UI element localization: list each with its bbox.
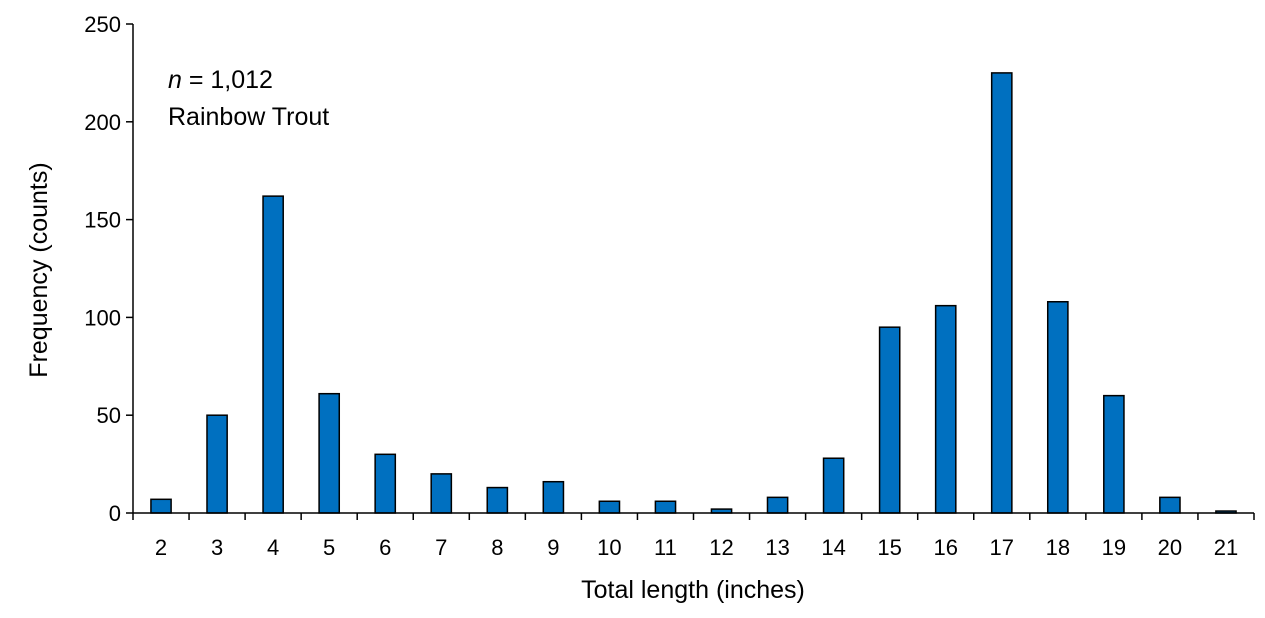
bar <box>598 500 621 514</box>
x-tick-label: 18 <box>1046 535 1070 560</box>
bar <box>822 457 845 514</box>
bar <box>934 304 957 514</box>
bar <box>766 496 789 514</box>
y-axis-ticks: 0 50 100 150 200 250 <box>84 12 133 526</box>
y-tick-label: 50 <box>97 403 121 428</box>
x-tick-label: 20 <box>1158 535 1182 560</box>
bar <box>1159 496 1181 514</box>
x-tick-label: 3 <box>211 535 223 560</box>
x-tick-label: 9 <box>547 535 559 560</box>
bar <box>150 498 172 514</box>
x-tick-label: 15 <box>877 535 901 560</box>
bars <box>150 72 1237 514</box>
species-annotation: Rainbow Trout <box>168 103 329 131</box>
x-tick-label: 10 <box>597 535 621 560</box>
x-tick-label: 16 <box>933 535 957 560</box>
x-tick-label: 12 <box>709 535 733 560</box>
x-tick-label: 4 <box>267 535 279 560</box>
y-tick-label: 0 <box>109 501 121 526</box>
bar <box>486 486 509 514</box>
bar <box>878 326 901 514</box>
sample-size-value: = 1,012 <box>182 66 273 94</box>
x-tick-label: 13 <box>765 535 789 560</box>
sample-size-symbol: n <box>168 66 182 94</box>
x-tick-label: 7 <box>435 535 447 560</box>
bar <box>318 392 341 514</box>
sample-size-annotation: n = 1,012 <box>168 66 273 94</box>
x-tick-label: 19 <box>1102 535 1126 560</box>
bar <box>990 72 1013 514</box>
x-tick-label: 14 <box>821 535 845 560</box>
x-axis-ticks: 2 3 4 5 6 7 8 9 10 11 12 13 14 15 16 17 18 19 20 21 <box>132 513 1255 560</box>
bar <box>542 480 565 514</box>
bar <box>1046 301 1069 514</box>
x-tick-label: 6 <box>379 535 391 560</box>
x-tick-label: 17 <box>990 535 1014 560</box>
bar <box>654 500 677 514</box>
y-tick-label: 250 <box>84 12 121 37</box>
x-axis-title: Total length (inches) <box>581 576 805 604</box>
bar <box>262 195 284 514</box>
bar <box>430 473 453 514</box>
x-tick-label: 11 <box>654 535 677 560</box>
y-tick-label: 100 <box>84 305 121 330</box>
y-tick-label: 150 <box>84 208 121 233</box>
y-tick-label: 200 <box>84 110 121 135</box>
bar <box>1103 394 1125 514</box>
x-tick-label: 2 <box>155 535 167 560</box>
x-tick-label: 8 <box>491 535 503 560</box>
x-tick-label: 21 <box>1214 535 1238 560</box>
bar <box>374 453 397 514</box>
x-tick-label: 5 <box>323 535 335 560</box>
bar <box>206 414 228 514</box>
y-axis-title: Frequency (counts) <box>25 162 53 377</box>
